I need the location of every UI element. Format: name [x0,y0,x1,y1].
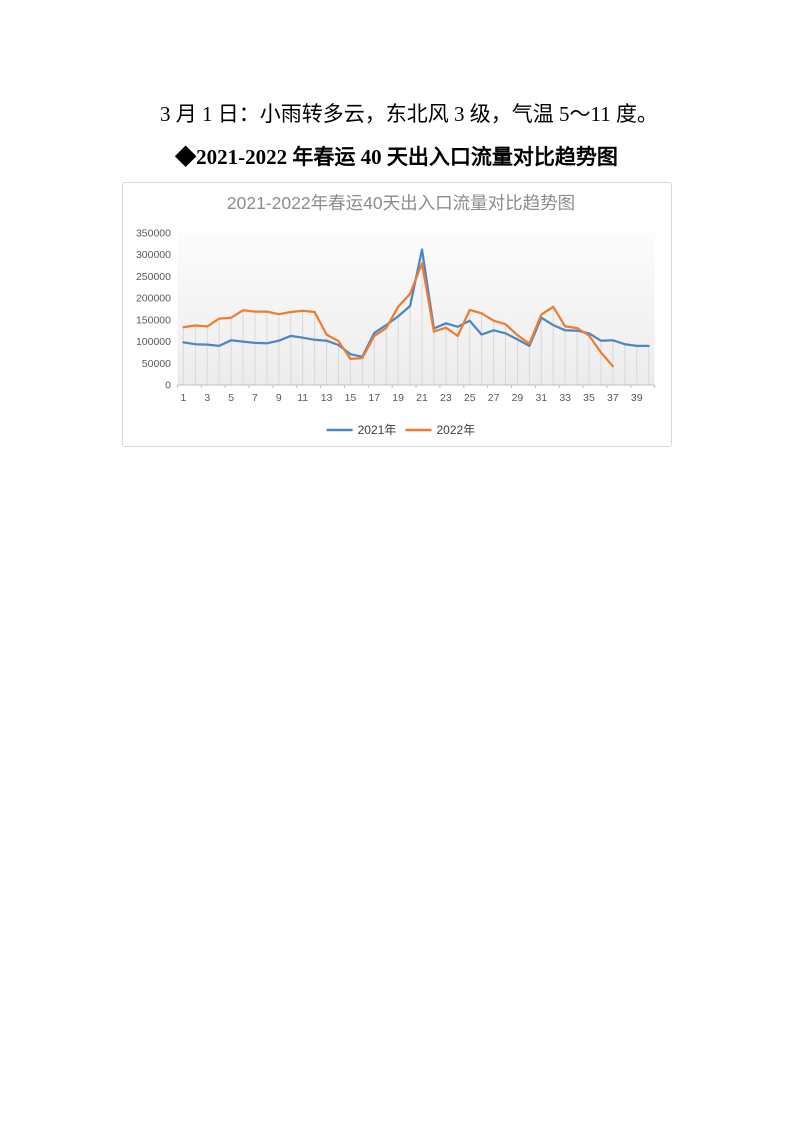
svg-text:21: 21 [416,392,428,404]
svg-text:19: 19 [392,392,404,404]
drop-lines [182,249,650,385]
svg-text:3: 3 [204,392,210,404]
svg-text:11: 11 [297,392,308,404]
plot-area [177,233,655,385]
svg-text:27: 27 [488,392,500,404]
legend-item-2021年: 2021年 [326,423,397,437]
svg-text:33: 33 [559,392,571,404]
svg-text:7: 7 [252,392,258,404]
svg-text:13: 13 [321,392,333,404]
svg-text:25: 25 [464,392,476,404]
svg-text:2022年: 2022年 [437,423,476,437]
chart-title: 2021-2022年春运40天出入口流量对比趋势图 [227,193,575,213]
x-axis-labels: 1 3 5 7 9 11 13 15 17 19 21 23 25 27 29 31 33 35 37 39 [180,392,642,404]
svg-text:2021年: 2021年 [358,423,397,437]
svg-text:200000: 200000 [136,293,171,305]
section-heading: ◆2021-2022 年春运 40 天出入口流量对比趋势图 [175,145,618,169]
svg-text:50000: 50000 [142,358,171,370]
series-line-2022年 [182,262,615,368]
svg-text:35: 35 [583,392,595,404]
svg-text:150000: 150000 [136,314,171,326]
chart-legend: 2021年 2022年 [326,423,476,437]
flow-comparison-chart[interactable]: 0 50000 100000 150000 200000 250000 300000 3500… [122,182,672,447]
svg-text:15: 15 [345,392,357,404]
svg-text:17: 17 [368,392,380,404]
svg-text:5: 5 [228,392,234,404]
weather-text: 3 月 1 日：小雨转多云，东北风 3 级，气温 5～11 度。 [160,102,658,126]
svg-text:1: 1 [180,392,186,404]
chart-canvas: 0 50000 100000 150000 200000 250000 300000 3500… [123,183,671,446]
legend-item-2022年: 2022年 [405,423,476,437]
svg-text:350000: 350000 [136,228,171,240]
svg-text:300000: 300000 [136,249,171,261]
x-axis [176,384,656,388]
svg-text:250000: 250000 [136,271,171,283]
chart-svg: 0 50000 100000 150000 200000 250000 300000 3500… [136,193,656,437]
svg-text:29: 29 [512,392,524,404]
svg-text:39: 39 [631,392,643,404]
svg-text:37: 37 [607,392,619,404]
svg-text:0: 0 [165,380,171,392]
y-axis-labels: 0 50000 100000 150000 200000 250000 300000 3500… [136,228,171,392]
svg-text:9: 9 [276,392,282,404]
svg-text:31: 31 [535,392,547,404]
svg-text:100000: 100000 [136,336,171,348]
svg-text:23: 23 [440,392,452,404]
